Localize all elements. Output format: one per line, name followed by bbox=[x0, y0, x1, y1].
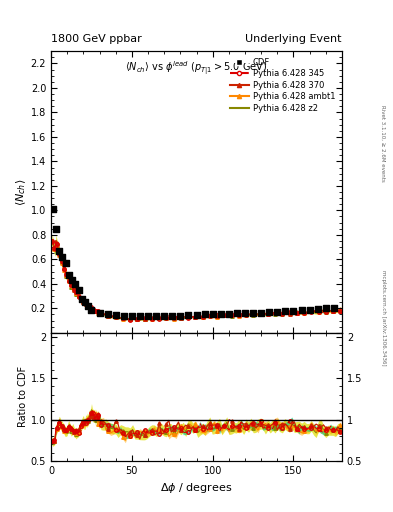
Legend: CDF, Pythia 6.428 345, Pythia 6.428 370, Pythia 6.428 ambt1, Pythia 6.428 z2: CDF, Pythia 6.428 345, Pythia 6.428 370,… bbox=[228, 55, 338, 115]
Point bbox=[88, 306, 95, 314]
Point bbox=[258, 309, 264, 317]
Point bbox=[145, 312, 151, 321]
Point bbox=[218, 310, 224, 318]
Y-axis label: $\langle N_{ch}\rangle$: $\langle N_{ch}\rangle$ bbox=[15, 178, 28, 206]
Text: $\langle N_{ch}\rangle$ vs $\phi^{lead}$ $(p_{T|1} > 5.0$ GeV$)$: $\langle N_{ch}\rangle$ vs $\phi^{lead}$… bbox=[125, 60, 268, 77]
Y-axis label: Ratio to CDF: Ratio to CDF bbox=[18, 366, 28, 428]
Point bbox=[79, 294, 85, 303]
Point bbox=[314, 305, 321, 313]
Text: Underlying Event: Underlying Event bbox=[245, 33, 342, 44]
Point bbox=[69, 276, 75, 284]
Point bbox=[323, 304, 329, 312]
Point bbox=[59, 253, 66, 261]
Point bbox=[185, 311, 191, 319]
Point bbox=[290, 307, 297, 315]
Point bbox=[82, 298, 88, 306]
Point bbox=[226, 310, 232, 318]
Point bbox=[56, 247, 62, 255]
Point bbox=[161, 312, 167, 320]
Point bbox=[72, 280, 79, 288]
Point bbox=[242, 309, 248, 317]
Text: Rivet 3.1.10, ≥ 2.6M events: Rivet 3.1.10, ≥ 2.6M events bbox=[381, 105, 386, 182]
Point bbox=[282, 307, 288, 315]
Point bbox=[105, 310, 111, 318]
Point bbox=[62, 259, 69, 267]
Point bbox=[169, 312, 175, 320]
Point bbox=[53, 225, 59, 233]
Point bbox=[307, 306, 313, 314]
Point bbox=[85, 302, 92, 310]
Point bbox=[209, 310, 216, 318]
Point bbox=[177, 312, 184, 320]
Point bbox=[274, 308, 281, 316]
Point bbox=[129, 312, 135, 321]
Point bbox=[121, 312, 127, 320]
Point bbox=[193, 311, 200, 319]
Point bbox=[202, 310, 208, 318]
Point bbox=[112, 311, 119, 319]
Point bbox=[234, 309, 240, 317]
Point bbox=[250, 309, 256, 317]
Point bbox=[331, 304, 337, 312]
Point bbox=[137, 312, 143, 321]
X-axis label: $\Delta\phi$ / degrees: $\Delta\phi$ / degrees bbox=[160, 481, 233, 495]
Point bbox=[50, 205, 56, 213]
Point bbox=[75, 286, 82, 294]
Point bbox=[96, 309, 103, 317]
Text: mcplots.cern.ch [arXiv:1306.3436]: mcplots.cern.ch [arXiv:1306.3436] bbox=[381, 270, 386, 365]
Point bbox=[66, 271, 72, 280]
Point bbox=[298, 306, 305, 314]
Text: 1800 GeV ppbar: 1800 GeV ppbar bbox=[51, 33, 142, 44]
Point bbox=[153, 312, 159, 321]
Point bbox=[266, 308, 272, 316]
